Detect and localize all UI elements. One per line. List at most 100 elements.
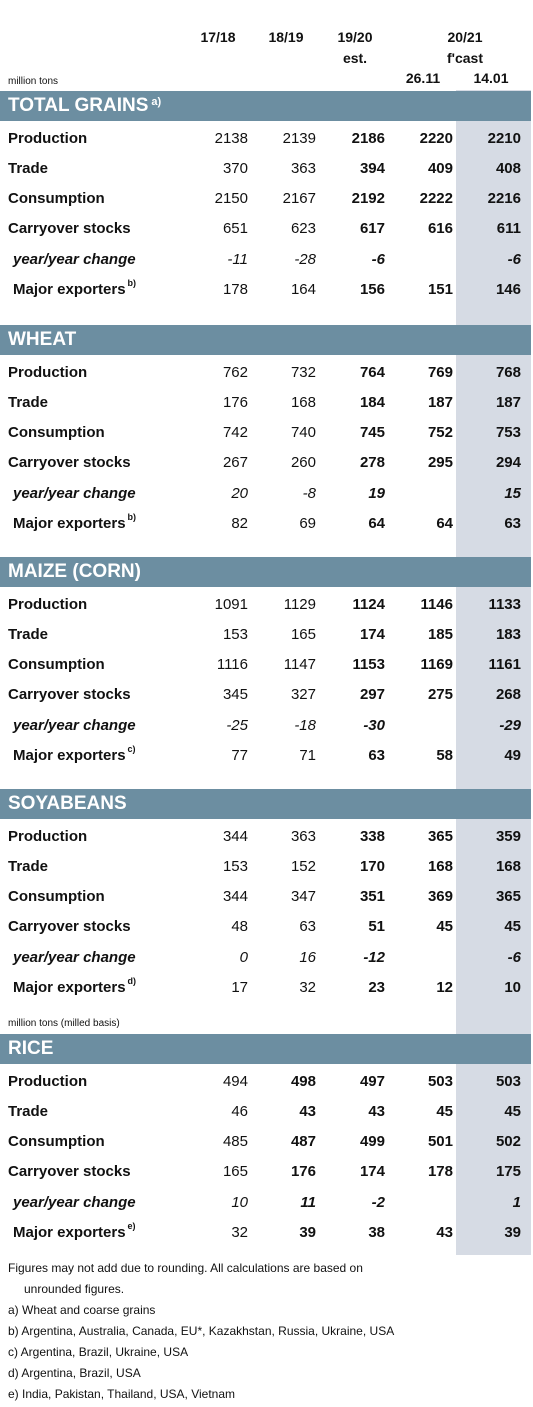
cell-value: 152 — [290, 858, 316, 875]
section-title: RICE — [8, 1038, 54, 1059]
col-header-1920-est: est. — [342, 50, 368, 66]
table-row: Major exporters e) 32 39 38 43 39 — [0, 1217, 531, 1247]
cell-value: 268 — [495, 686, 521, 703]
cell-value: 611 — [496, 220, 521, 237]
table-row: Major exporters d) 17 32 23 12 10 — [0, 972, 531, 1002]
row-label: Consumption — [8, 656, 105, 673]
cell-value: 176 — [222, 394, 248, 411]
cell-value: 497 — [359, 1073, 385, 1090]
cell-value: 344 — [222, 888, 248, 905]
cell-value: 1124 — [352, 596, 385, 613]
cell-value: -29 — [499, 717, 521, 734]
cell-value: 267 — [222, 454, 248, 471]
row-label-text: Carryover stocks — [8, 918, 131, 935]
row-label-text: Carryover stocks — [8, 454, 131, 471]
table-row: Trade 153 152 170 168 168 — [0, 851, 531, 881]
cell-value: 183 — [495, 626, 521, 643]
cell-value: 499 — [359, 1133, 385, 1150]
cell-value: 43 — [436, 1224, 453, 1241]
table-row: Major exporters b) 82 69 64 64 63 — [0, 508, 531, 538]
note-d: d) Argentina, Brazil, USA — [8, 1366, 141, 1380]
cell-value: 2138 — [214, 130, 248, 147]
cell-value: -18 — [294, 717, 316, 734]
cell-value: -2 — [371, 1194, 385, 1211]
cell-value: 762 — [222, 364, 248, 381]
cell-value: 156 — [359, 281, 385, 298]
note-a: a) Wheat and coarse grains — [8, 1303, 156, 1317]
cell-value: 174 — [359, 626, 385, 643]
row-label-text: Trade — [8, 160, 49, 177]
cell-value: 20 — [231, 485, 248, 502]
cell-value: 745 — [359, 424, 385, 441]
cell-value: 184 — [359, 394, 385, 411]
cell-value: 164 — [290, 281, 316, 298]
row-label-text: year/year change — [13, 251, 136, 268]
row-label-text: year/year change — [13, 717, 136, 734]
row-label: Trade — [8, 626, 48, 643]
col-header-2611: 26.11 — [405, 70, 441, 86]
cell-value: 275 — [427, 686, 453, 703]
cell-value: 64 — [368, 515, 385, 532]
cell-value: 38 — [368, 1224, 385, 1241]
section-title: MAIZE (CORN) — [8, 561, 141, 582]
cell-value: 32 — [299, 979, 316, 996]
row-footnote-ref: e) — [127, 1221, 136, 1231]
row-label: Carryover stocks — [8, 220, 131, 237]
cell-value: 15 — [504, 485, 521, 502]
cell-value: 297 — [359, 686, 385, 703]
row-footnote-ref: c) — [127, 744, 136, 754]
row-label: Major exporters d) — [13, 976, 136, 996]
row-label-text: Production — [8, 596, 88, 613]
table-row: Consumption 2150 2167 2192 2222 2216 — [0, 183, 531, 213]
row-label-text: Consumption — [8, 888, 105, 905]
cell-value: 408 — [495, 160, 521, 177]
cell-value: 365 — [495, 888, 521, 905]
table-row: Carryover stocks 651 623 617 616 611 — [0, 213, 531, 243]
row-label: Trade — [8, 858, 48, 875]
cell-value: 2150 — [214, 190, 248, 207]
table-row: Production 2138 2139 2186 2220 2210 — [0, 123, 531, 153]
cell-value: 1 — [512, 1194, 521, 1211]
cell-value: 1161 — [488, 656, 521, 673]
row-label: Consumption — [8, 190, 105, 207]
cell-value: 2216 — [487, 190, 521, 207]
cell-value: 1129 — [283, 596, 316, 613]
row-label: Consumption — [8, 1133, 105, 1150]
cell-value: 359 — [495, 828, 521, 845]
cell-value: -11 — [227, 251, 248, 268]
cell-value: 369 — [427, 888, 453, 905]
cell-value: 165 — [222, 1163, 248, 1180]
row-label-text: Production — [8, 130, 88, 147]
cell-value: 12 — [436, 979, 453, 996]
row-label: Consumption — [8, 888, 105, 905]
row-label: year/year change — [13, 717, 136, 734]
cell-value: 1169 — [420, 656, 453, 673]
cell-value: 740 — [290, 424, 316, 441]
cell-value: 168 — [290, 394, 316, 411]
row-label-text: Trade — [8, 858, 49, 875]
cell-value: 71 — [299, 747, 316, 764]
cell-value: 146 — [495, 281, 521, 298]
row-label-text: Consumption — [8, 424, 105, 441]
note-e: e) India, Pakistan, Thailand, USA, Vietn… — [8, 1387, 236, 1401]
row-label: Major exporters b) — [13, 512, 136, 532]
cell-value: 77 — [231, 747, 248, 764]
row-label: Consumption — [8, 424, 105, 441]
row-label-text: Consumption — [8, 656, 105, 673]
cell-value: -6 — [371, 251, 385, 268]
row-label-text: year/year change — [13, 949, 136, 966]
row-label: year/year change — [13, 485, 136, 502]
section-header: TOTAL GRAINS a) — [0, 91, 531, 121]
cell-value: 51 — [368, 918, 385, 935]
cell-value: 503 — [495, 1073, 521, 1090]
row-label: Production — [8, 596, 87, 613]
row-label: Major exporters c) — [13, 744, 136, 764]
row-label: year/year change — [13, 949, 136, 966]
cell-value: -30 — [363, 717, 385, 734]
row-label-text: Carryover stocks — [8, 220, 131, 237]
cell-value: 2139 — [282, 130, 316, 147]
row-label: year/year change — [13, 1194, 136, 1211]
table-row: Carryover stocks 48 63 51 45 45 — [0, 911, 531, 941]
table-row: year/year change 0 16 -12 -6 — [0, 942, 531, 972]
cell-value: 45 — [504, 1103, 521, 1120]
